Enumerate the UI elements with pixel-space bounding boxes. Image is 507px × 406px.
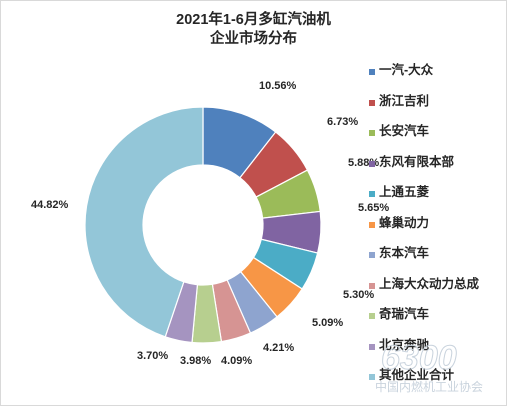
legend-swatch (369, 343, 375, 350)
legend-label: 蜂巢动力 (379, 215, 430, 230)
legend-label: 奇瑞汽车 (379, 307, 430, 321)
legend-item-5: 上通五菱 (363, 185, 503, 216)
slice-label-10: 3.70% (137, 350, 168, 362)
legend-item-11: 其他企业合计 (363, 368, 503, 399)
legend-item-9: 奇瑞汽车 (363, 307, 503, 338)
legend-swatch (369, 191, 375, 197)
legend-label: 其他企业合计 (379, 368, 455, 382)
slice-label-7: 4.21% (263, 342, 294, 354)
legend-item-10: 北京奔驰 (363, 338, 503, 369)
chart-legend: 一汽-大众浙江吉利长安汽车东风有限本部 上通五菱蜂巢动力东本汽车上海大众动力总成奇… (363, 63, 503, 399)
chart-title-line1: 2021年1-6月多缸汽油机 (176, 12, 331, 28)
chart-title: 2021年1-6月多缸汽油机 企业市场分布 (1, 11, 506, 49)
legend-item-6: 蜂巢动力 (363, 216, 503, 247)
legend-item-7: 东本汽车 (363, 246, 503, 277)
legend-item-8: 上海大众动力总成 (363, 277, 503, 308)
legend-swatch (369, 69, 375, 75)
slice-label-5: 5.30% (343, 289, 374, 301)
chart-title-line2: 企业市场分布 (210, 31, 297, 47)
slice-label-6: 5.09% (312, 317, 343, 329)
legend-label: 长安汽车 (379, 124, 430, 138)
legend-label: 上海大众动力总成 (379, 276, 480, 291)
legend-label: 东风有限本部 (379, 154, 455, 169)
legend-swatch (369, 160, 375, 167)
legend-item-1: 一汽-大众 (363, 63, 503, 94)
legend-swatch (369, 130, 375, 136)
slice-label-1: 10.56% (259, 80, 297, 92)
legend-swatch (369, 282, 375, 289)
legend-label: 上通五菱 (379, 185, 430, 199)
legend-swatch (369, 374, 375, 380)
legend-item-2: 浙江吉利 (363, 94, 503, 125)
legend-swatch (369, 252, 375, 258)
slice-label-4: 5.65% (358, 202, 389, 214)
legend-item-3: 长安汽车 (363, 124, 503, 155)
legend-swatch (369, 313, 375, 319)
legend-swatch (369, 99, 375, 106)
slice-label-2: 6.73% (327, 116, 358, 128)
legend-item-4: 东风有限本部 (363, 155, 503, 186)
legend-label: 一汽-大众 (379, 63, 434, 77)
legend-label: 东本汽车 (379, 246, 430, 260)
legend-label: 北京奔驰 (379, 337, 430, 352)
slice-label-11: 44.82% (31, 199, 69, 211)
slice-label-8: 4.09% (221, 355, 252, 367)
legend-swatch (369, 221, 375, 228)
donut-slice-11 (84, 106, 204, 338)
slice-label-9: 3.98% (180, 355, 211, 367)
legend-label: 浙江吉利 (379, 93, 430, 108)
